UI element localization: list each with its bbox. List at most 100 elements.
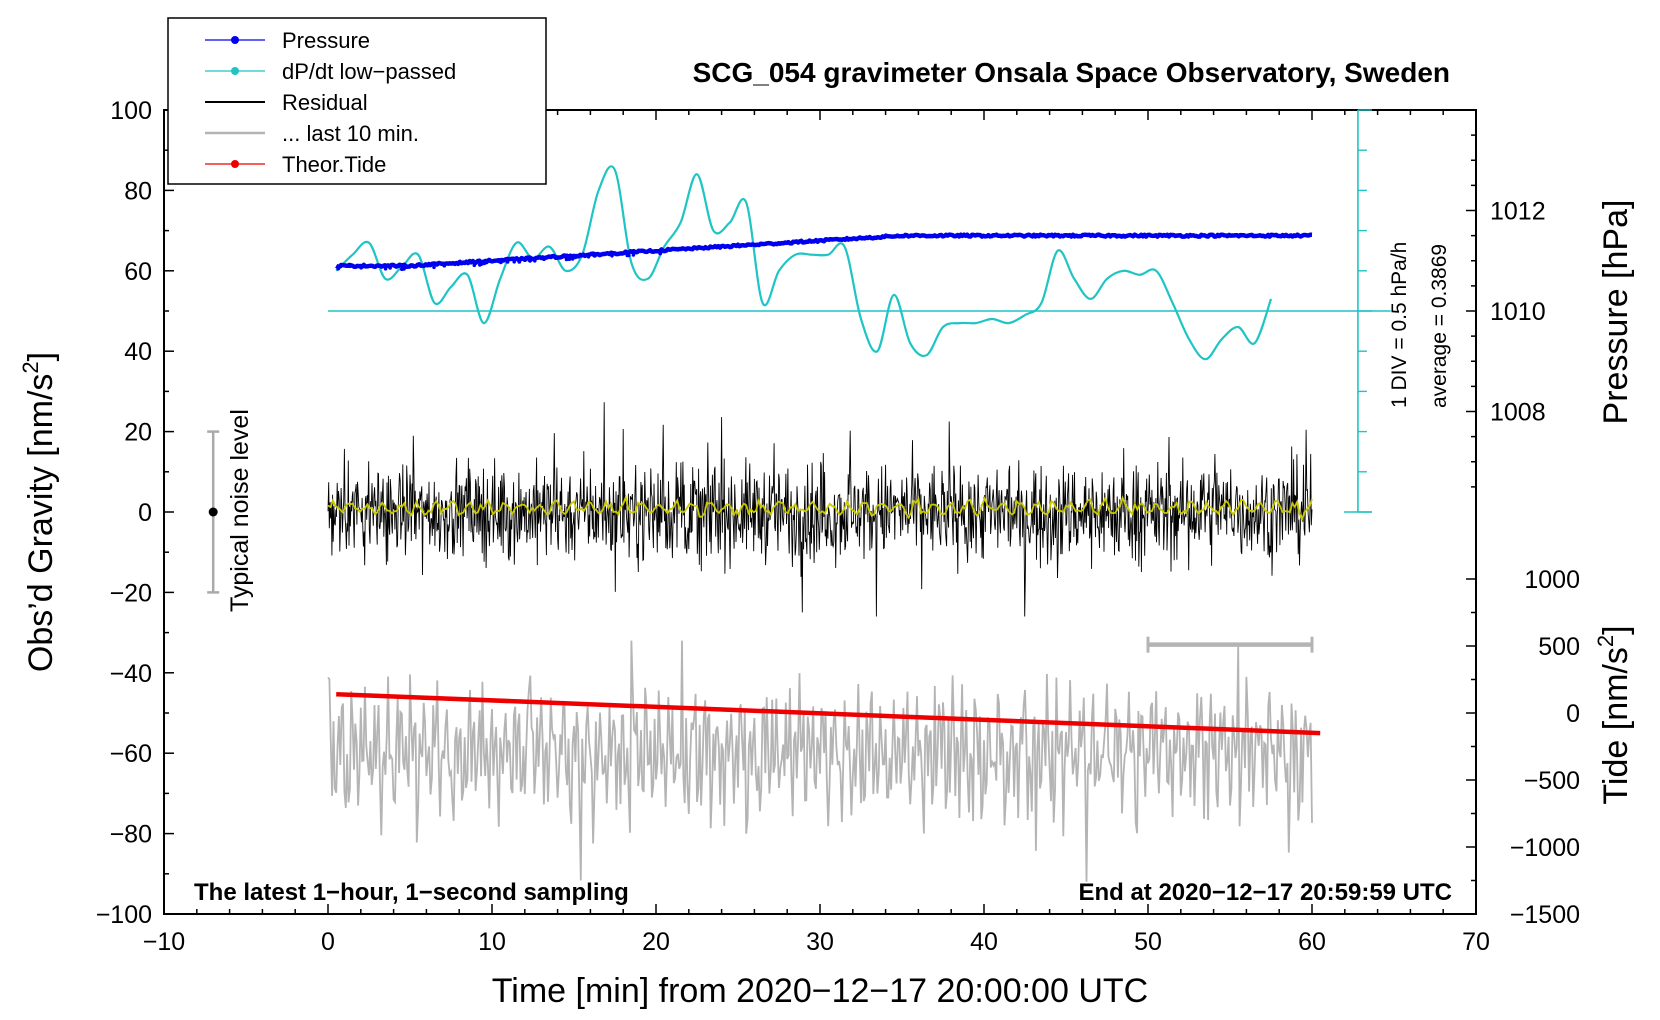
y-axis-title-pressure: Pressure [hPa] <box>1597 200 1635 425</box>
y-tick-label: −20 <box>110 579 152 607</box>
y-tick-label: 100 <box>110 97 152 125</box>
pressure-tick-label: 1010 <box>1490 298 1546 326</box>
pressure-point <box>570 257 575 261</box>
pressure-point <box>523 258 527 263</box>
y-axis-title-tide-main: Tide [nm/s <box>1597 647 1635 804</box>
y-axis-title-left-main: Obs’d Gravity [nm/s <box>22 374 60 673</box>
tide-tick-label: −500 <box>1524 767 1580 795</box>
tide-line <box>336 691 1321 736</box>
dpdt-line <box>335 165 1273 361</box>
pressure-point <box>573 255 578 260</box>
pressure-point <box>435 262 440 267</box>
pressure-point <box>631 253 636 257</box>
legend-residual-label: Residual <box>282 90 368 115</box>
pressure-line <box>335 232 1313 270</box>
y-tick-label: 60 <box>124 258 152 286</box>
residual-smoothed-line <box>327 494 1313 522</box>
y-axis-title-tide-sup: 2 <box>1593 635 1618 647</box>
pressure-point <box>517 259 521 263</box>
residual-smoothed-series <box>327 494 1313 522</box>
pressure-point <box>400 267 404 272</box>
pressure-tick-label: 1012 <box>1490 198 1546 226</box>
y-tick-label: −40 <box>110 660 152 688</box>
pressure-point <box>610 254 614 258</box>
pressure-point <box>482 261 486 266</box>
pressure-point <box>540 256 544 260</box>
pressure-point <box>432 265 436 270</box>
noise-level-bar <box>207 430 220 594</box>
y-axis-title-left-end: ] <box>22 352 60 361</box>
y-axis-title-tide: Tide [nm/s2] <box>1593 625 1635 804</box>
pressure-point <box>412 264 416 269</box>
y-tick-labels: 100 80 60 40 20 0 −20 −40 −60 −80 −100 <box>96 97 152 929</box>
y-tick-label: 20 <box>124 419 152 447</box>
x-tick-label: 0 <box>321 928 335 956</box>
legend-pressure-dot <box>231 36 239 44</box>
y-tick-label: −80 <box>110 821 152 849</box>
pressure-series <box>335 232 1313 272</box>
x-tick-label: 70 <box>1462 928 1490 956</box>
footer-left: The latest 1−hour, 1−second sampling <box>194 879 629 906</box>
tide-tick-labels: 1000 500 0 −500 −1000 −1500 <box>1510 566 1580 929</box>
average-label: average = 0.3869 <box>1428 244 1451 408</box>
y-tick-label: 40 <box>124 338 152 366</box>
pressure-point <box>466 261 471 266</box>
pressure-point <box>421 264 426 268</box>
y-tick-label: −60 <box>110 740 152 768</box>
x-tick-label: −10 <box>143 928 185 956</box>
tide-series <box>336 691 1321 736</box>
tide-tick-label: 0 <box>1566 700 1580 728</box>
pressure-point <box>388 266 392 270</box>
pressure-point <box>383 267 388 271</box>
x-tick-label: 50 <box>1134 928 1162 956</box>
pressure-point <box>478 263 482 267</box>
tide-tick-label: 1000 <box>1524 566 1580 594</box>
legend-tide-dot <box>231 160 239 168</box>
pressure-point <box>351 264 355 269</box>
pressure-point <box>512 260 516 264</box>
y-axis-title-left-sup: 2 <box>18 361 43 373</box>
pressure-point <box>614 252 618 257</box>
pressure-point <box>586 254 591 259</box>
pressure-point <box>505 260 510 264</box>
legend-dpdt-label: dP/dt low−passed <box>282 59 456 84</box>
pressure-point <box>625 253 630 258</box>
pressure-point <box>568 254 573 258</box>
legend-tide-label: Theor.Tide <box>282 152 386 177</box>
pressure-point <box>397 264 401 269</box>
pressure-point <box>348 264 352 269</box>
tide-tick-label: −1500 <box>1510 901 1580 929</box>
x-tick-label: 10 <box>478 928 506 956</box>
x-tick-labels: −10 0 10 20 30 40 50 60 70 <box>143 928 1490 956</box>
last-10-min-series <box>327 640 1313 882</box>
chart-title: SCG_054 gravimeter Onsala Space Observat… <box>693 57 1450 88</box>
residual-series <box>327 402 1313 617</box>
pressure-point <box>533 259 537 263</box>
pressure-point <box>567 257 572 262</box>
x-tick-label: 40 <box>970 928 998 956</box>
legend: Pressure dP/dt low−passed Residual ... l… <box>167 17 547 185</box>
pressure-point <box>499 260 503 265</box>
pressure-point <box>472 263 477 268</box>
tide-tick-label: 500 <box>1538 633 1580 661</box>
footer-right: End at 2020−12−17 20:59:59 UTC <box>1078 879 1452 906</box>
tide-tick-label: −1000 <box>1510 834 1580 862</box>
residual-line <box>327 402 1313 617</box>
x-tick-label: 60 <box>1298 928 1326 956</box>
ten-min-bar <box>1146 636 1314 653</box>
pressure-point <box>484 260 489 264</box>
pressure-point <box>442 263 447 268</box>
y-tick-label: 0 <box>138 499 152 527</box>
y-axis-title-left: Obs’d Gravity [nm/s2] <box>18 352 60 672</box>
x-tick-label: 20 <box>642 928 670 956</box>
pressure-tick-label: 1008 <box>1490 399 1546 427</box>
pressure-tick-labels: 1012 1010 1008 <box>1490 198 1546 427</box>
pressure-point <box>554 255 559 259</box>
pressure-point <box>564 254 569 259</box>
legend-dpdt-dot <box>231 67 239 75</box>
y-axis-title-tide-end: ] <box>1597 625 1635 634</box>
legend-pressure-label: Pressure <box>282 28 370 53</box>
y-tick-label: 80 <box>124 177 152 205</box>
pressure-point <box>658 251 662 256</box>
